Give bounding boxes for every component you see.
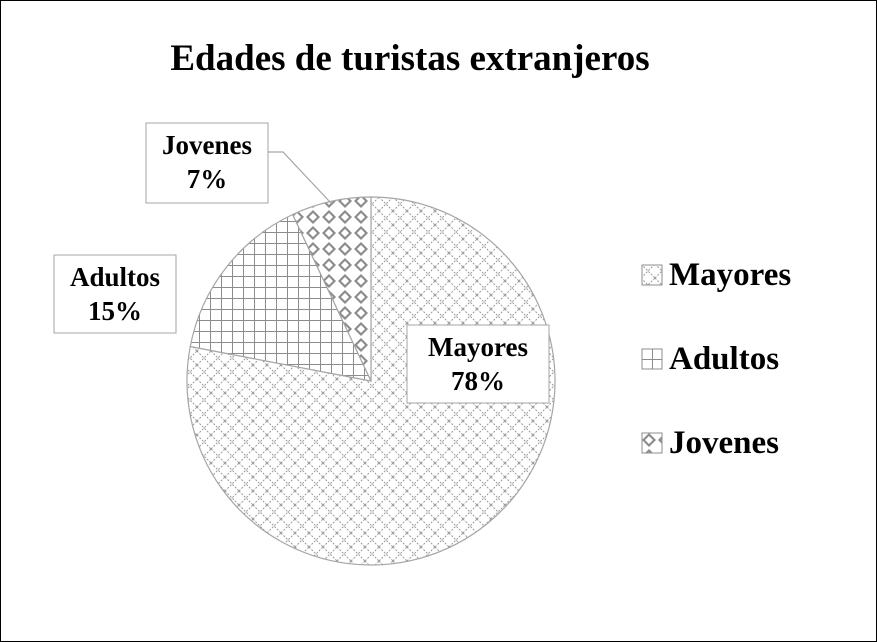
data-label-box-mayores	[406, 324, 550, 404]
legend-item-jovenes: Jovenes	[641, 401, 791, 485]
chart-title: Edades de turistas extranjeros	[170, 38, 650, 79]
legend-swatch-mayores	[641, 264, 663, 286]
legend-swatch-jovenes	[641, 432, 663, 454]
data-label-value-mayores: 78%	[451, 366, 505, 396]
data-label-adultos: Adultos 15%	[53, 254, 177, 334]
data-label-mayores: Mayores 78%	[406, 324, 550, 404]
pie-slice-mayores	[186, 196, 556, 566]
legend-swatch-adultos	[641, 348, 663, 370]
pie-slice-adultos	[189, 213, 373, 382]
data-label-value-adultos: 15%	[88, 296, 142, 326]
leader-line-jovenes	[268, 151, 332, 204]
legend-label-mayores: Mayores	[669, 256, 792, 293]
data-label-value-jovenes: 7%	[187, 164, 228, 194]
legend: Mayores Adultos Jovenes	[641, 233, 791, 485]
legend-label-jovenes: Jovenes	[669, 424, 779, 461]
legend-item-mayores: Mayores	[641, 233, 791, 317]
pie-slice-jovenes	[291, 196, 372, 382]
legend-item-adultos: Adultos	[641, 317, 791, 401]
data-label-jovenes: Jovenes 7%	[145, 122, 269, 204]
data-label-box-adultos	[53, 254, 177, 334]
data-label-name-jovenes: Jovenes	[162, 130, 252, 160]
legend-label-adultos: Adultos	[669, 340, 780, 377]
data-label-name-mayores: Mayores	[428, 332, 528, 362]
data-label-box-jovenes	[145, 122, 269, 204]
data-label-name-adultos: Adultos	[70, 262, 160, 292]
